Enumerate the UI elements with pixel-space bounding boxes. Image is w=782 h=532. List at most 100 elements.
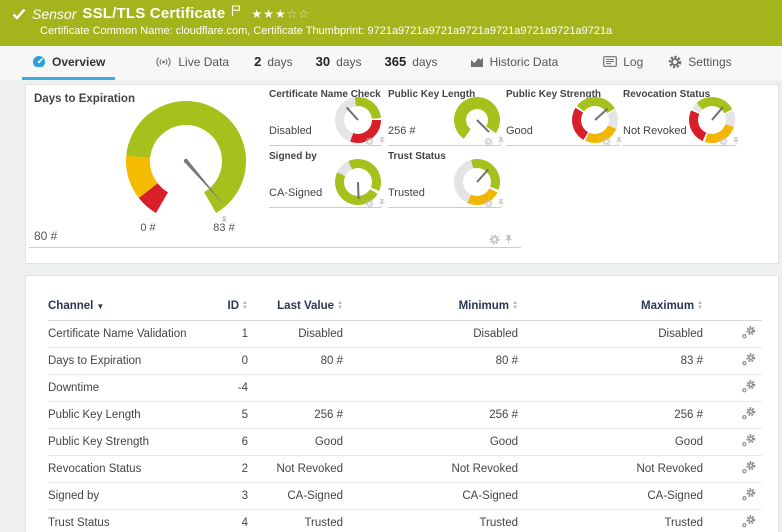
tab-30-days-number: 30 [315, 54, 331, 69]
days-to-expiration-dial: x̄ 0 # 83 # [126, 101, 246, 234]
last-value-cell: Not Revoked [276, 463, 343, 475]
sensor-header: Sensor SSL/TLS Certificate ★★★☆☆ Certifi… [0, 0, 782, 46]
tab-30-days-label: days [336, 54, 362, 69]
pin-icon[interactable] [497, 133, 505, 151]
stars-empty[interactable]: ☆☆ [286, 6, 311, 21]
minimum-cell: 80 # [495, 355, 518, 367]
channel-settings-icon[interactable] [741, 326, 756, 342]
gauge-title: Certificate Name Check [269, 89, 381, 100]
channel-table: Channel ▼ ID ▲ ▼ Last Value ▲ ▼ Minimum ▲ ▼ Max… [48, 294, 762, 532]
sensor-kind-label: Sensor [32, 5, 77, 22]
gear-icon[interactable] [484, 195, 493, 213]
dial [689, 97, 735, 143]
tab-live-data[interactable]: Live Data [145, 46, 239, 80]
minimum-cell [343, 375, 518, 402]
channel-settings-icon[interactable] [741, 461, 756, 477]
maximum-cell: Good [674, 436, 703, 448]
table-body: Certificate Name Validation 1 Disabled D… [48, 320, 762, 532]
maximum-cell: Trusted [664, 517, 703, 529]
gauge-public-key-strength: Public Key Strength Good [506, 89, 622, 146]
scale-min-label: 0 # [140, 222, 156, 234]
last-value-cell: Trusted [304, 517, 343, 529]
dial [335, 97, 381, 143]
channel-name-cell: Signed by [48, 490, 100, 502]
dial [335, 159, 381, 205]
last-value-cell: CA-Signed [287, 490, 343, 502]
pin-icon[interactable] [615, 133, 623, 151]
tab-overview[interactable]: Overview [22, 46, 116, 80]
gauge-value: Trusted [388, 187, 425, 199]
channel-settings-icon[interactable] [741, 488, 756, 504]
sort-icon: ▲ ▼ [697, 299, 703, 311]
tab-365-days-label: days [412, 54, 438, 69]
gear-icon [668, 55, 682, 69]
minimum-cell: 256 # [489, 409, 518, 421]
maximum-cell: 83 # [680, 355, 703, 367]
gear-icon[interactable] [719, 133, 728, 151]
gear-icon[interactable] [365, 195, 374, 213]
tab-365-days[interactable]: 365 days [375, 46, 448, 80]
pin-icon[interactable] [732, 133, 740, 151]
gauge-certificate-name-check: Certificate Name Check Disabled [269, 89, 385, 146]
tab-overview-label: Overview [52, 54, 106, 69]
pin-icon[interactable] [504, 232, 513, 250]
channel-settings-icon[interactable] [741, 353, 756, 369]
column-header-id[interactable]: ID ▲ ▼ [227, 299, 248, 312]
gauge-value: CA-Signed [269, 187, 323, 199]
minimum-cell: Trusted [479, 517, 518, 529]
gauge-title: Signed by [269, 151, 317, 162]
priority-flag-icon [231, 4, 241, 17]
pin-icon[interactable] [497, 195, 505, 213]
pin-icon[interactable] [378, 133, 386, 151]
table-row: Downtime -4 [48, 374, 762, 402]
priority-stars[interactable]: ★★★☆☆ [251, 7, 310, 21]
column-header-minimum[interactable]: Minimum ▲ ▼ [458, 299, 518, 312]
gear-icon[interactable] [365, 133, 374, 151]
scale-max-label: 83 # [213, 222, 235, 234]
channel-id-cell: 6 [241, 436, 248, 448]
gauge-trust-status: Trust Status Trusted [388, 151, 504, 208]
channel-name-cell: Public Key Length [48, 409, 141, 421]
last-value-cell: Good [314, 436, 343, 448]
channel-settings-icon[interactable] [741, 515, 756, 531]
minimum-cell: Not Revoked [451, 463, 518, 475]
tab-2-days[interactable]: 2 days [244, 46, 303, 80]
gear-icon[interactable] [484, 133, 493, 151]
pin-icon[interactable] [378, 195, 386, 213]
tab-365-days-number: 365 [384, 54, 407, 69]
column-header-channel[interactable]: Channel ▼ [48, 300, 105, 312]
tab-30-days[interactable]: 30 days [306, 46, 372, 80]
log-icon [603, 56, 618, 67]
channel-name-cell: Downtime [48, 382, 100, 394]
gauge-value: 80 # [34, 229, 58, 243]
gear-icon[interactable] [489, 232, 500, 250]
table-row: Signed by 3 CA-Signed CA-Signed CA-Signe… [48, 482, 762, 510]
table-header-row: Channel ▼ ID ▲ ▼ Last Value ▲ ▼ Minimum ▲ ▼ Max… [48, 294, 762, 321]
tab-historic-data[interactable]: Historic Data [460, 46, 569, 80]
channel-settings-icon[interactable] [741, 407, 756, 423]
stars-filled[interactable]: ★★★ [251, 6, 287, 21]
channel-name-cell: Days to Expiration [48, 355, 142, 367]
table-row: Certificate Name Validation 1 Disabled D… [48, 320, 762, 348]
tab-historic-data-label: Historic Data [489, 54, 559, 69]
column-header-last-value[interactable]: Last Value ▲ ▼ [277, 299, 343, 312]
table-row: Days to Expiration 0 80 # 80 # 83 # [48, 347, 762, 375]
gauge-title: Public Key Strength [506, 89, 602, 100]
channel-name-cell: Public Key Strength [48, 436, 150, 448]
gauge-signed-by: Signed by CA-Signed [269, 151, 385, 208]
channel-settings-icon[interactable] [741, 434, 756, 450]
gauge-days-to-expiration: Days to Expiration x̄ 0 # 83 # 80 # [26, 85, 523, 261]
tab-bar: Overview Live Data 2 days 30 days 365 da… [0, 46, 782, 80]
channel-id-cell: 1 [241, 328, 248, 340]
gauge-value: 256 # [388, 125, 416, 137]
channel-id-cell: -4 [237, 382, 248, 394]
channel-settings-icon[interactable] [741, 380, 756, 396]
gear-icon[interactable] [602, 133, 611, 151]
gauge-value: Disabled [269, 125, 312, 137]
tab-log[interactable]: Log [593, 46, 653, 80]
tab-settings[interactable]: Settings [658, 46, 741, 80]
maximum-cell: Not Revoked [636, 463, 703, 475]
sensor-ok-check-icon [12, 8, 26, 20]
minimum-cell: Good [489, 436, 518, 448]
column-header-maximum[interactable]: Maximum ▲ ▼ [641, 299, 703, 312]
